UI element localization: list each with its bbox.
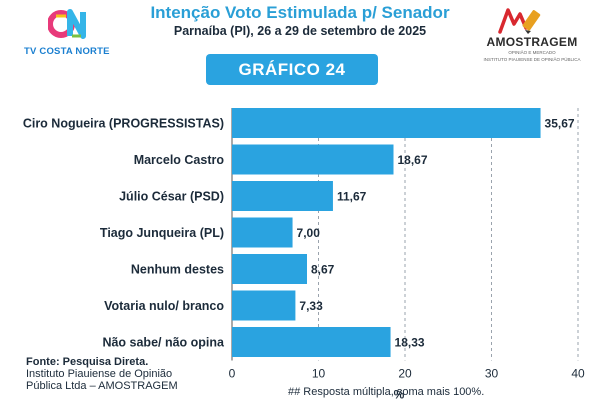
bar-value-label: 18,33 [395,336,425,350]
category-label: Júlio César (PSD) [119,190,224,204]
bar [232,144,394,175]
tv-costa-norte-mark-icon [48,9,86,39]
bar [232,290,296,321]
amostragem-mark-icon [498,8,541,34]
tv-costa-norte-logo: TV COSTA NORTE [22,6,122,58]
bar [232,327,391,357]
category-label: Tiago Junqueira (PL) [100,226,224,240]
x-tick-label: 40 [571,367,585,381]
tv-costa-norte-name: TV COSTA NORTE [24,46,110,57]
bar-value-label: 7,00 [297,226,321,240]
bar [232,217,293,248]
x-tick-label: 0 [229,367,236,381]
bar [232,254,307,284]
bar-value-label: 11,67 [337,190,367,204]
bar-value-label: 7,33 [299,299,323,313]
amostragem-logo: AMOSTRAGEM OPINIÃO E MERCADO INSTITUTO P… [478,4,586,64]
bar-value-label: 8,67 [311,263,335,277]
category-label: Marcelo Castro [134,153,225,167]
source-line-3: Pública Ltda – AMOSTRAGEM [26,380,178,392]
chart-number-banner: GRÁFICO 24 [206,54,378,85]
amostragem-institute: INSTITUTO PIAUIENSE DE OPINIÃO PÚBLICA [483,57,581,62]
x-tick-label: 10 [312,367,326,381]
multiple-response-note: ## Resposta múltipla, soma mais 100%. [288,386,485,398]
category-label: Não sabe/ não opina [102,336,225,350]
x-axis-label: % [394,388,405,400]
x-tick-label: 30 [485,367,499,381]
bar [232,181,333,211]
category-label: Votaria nulo/ branco [104,299,224,313]
amostragem-tagline: OPINIÃO E MERCADO [508,50,556,55]
category-label: Nenhum destes [131,263,224,277]
category-label: Ciro Nogueira (PROGRESSISTAS) [23,117,224,131]
amostragem-name: AMOSTRAGEM [486,35,578,49]
page-title: Intenção Voto Estimulada p/ Senador [150,3,450,22]
source-note: Fonte: Pesquisa Direta. Instituto Piauie… [26,356,246,392]
page-subtitle: Parnaíba (PI), 26 a 29 de setembro de 20… [173,24,427,38]
source-line-2: Instituto Piauiense de Opinião [26,368,173,380]
source-title: Fonte: Pesquisa Direta. [26,356,149,368]
bar-value-label: 18,67 [397,153,427,167]
bar-value-label: 35,67 [545,117,575,131]
bar [232,108,541,138]
x-tick-label: 20 [398,367,412,381]
